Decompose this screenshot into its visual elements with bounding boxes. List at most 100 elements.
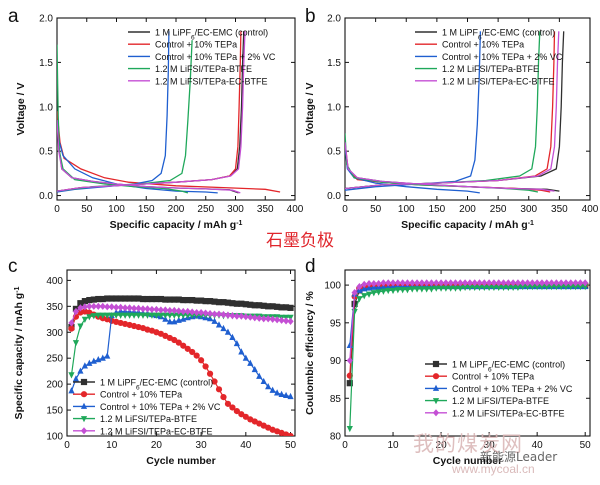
figure-caption: 石墨负极	[266, 231, 334, 251]
y-tick-label: 1.5	[327, 58, 341, 69]
x-tick-label: 30	[484, 440, 496, 451]
series-line-discharge	[57, 44, 189, 194]
data-point	[442, 285, 449, 292]
data-point	[99, 354, 106, 361]
data-point	[175, 296, 182, 303]
legend-marker	[432, 409, 440, 417]
data-point	[524, 279, 531, 287]
data-point	[206, 370, 214, 377]
data-point	[510, 284, 517, 292]
data-point	[117, 295, 124, 302]
data-point	[135, 295, 142, 302]
data-point	[238, 348, 245, 355]
y-tick-label: 1.0	[39, 102, 53, 113]
x-tick-label: 200	[168, 204, 185, 215]
data-point	[193, 308, 200, 317]
data-point	[461, 279, 469, 287]
data-point	[514, 279, 522, 287]
legend-entry: 1 M LiPF6/EC-EMC (control)	[452, 360, 565, 374]
x-tick-label: 10	[106, 440, 118, 451]
legend-entry: Control + 10% TEPa	[442, 40, 524, 50]
data-point	[229, 404, 236, 411]
data-point	[365, 291, 373, 298]
data-point	[287, 392, 294, 400]
data-point	[399, 287, 406, 294]
y-tick-label: 200	[46, 380, 63, 391]
x-tick-label: 50	[81, 204, 93, 215]
x-tick-label: 400	[582, 204, 599, 215]
data-point	[457, 285, 464, 292]
x-tick-label: 350	[551, 204, 568, 215]
data-point	[437, 279, 445, 287]
data-point	[519, 279, 526, 287]
data-point	[86, 359, 93, 366]
data-point	[175, 316, 182, 323]
x-tick-label: 50	[580, 440, 592, 451]
series-line-charge	[57, 31, 246, 192]
data-point	[442, 279, 449, 287]
data-point	[198, 357, 205, 364]
series-line-discharge	[57, 120, 241, 194]
data-point	[534, 284, 541, 291]
data-point	[452, 285, 459, 292]
data-point	[233, 408, 240, 415]
data-point	[175, 339, 182, 346]
panel-d: d 0 10 20 30 40 50 80 85 90 95 100 Cycle number Coulo…	[304, 256, 591, 467]
data-point	[68, 387, 75, 394]
data-point	[104, 295, 111, 302]
data-point	[356, 283, 363, 291]
series-line-charge	[345, 31, 560, 190]
data-point	[233, 339, 240, 347]
x-axis-label: Cycle number	[433, 455, 502, 467]
data-point	[202, 363, 209, 370]
series-line-discharge	[345, 146, 560, 192]
data-point	[122, 304, 129, 312]
legend-entry: 1.2 M LiFSI/TEPa-BTFE	[100, 414, 197, 424]
data-point	[233, 300, 240, 307]
legend-entry: 1.2 M LiFSI/TEPa-EC-BTFE	[452, 408, 565, 418]
panel-b: b 0 50 100 150 200 250 300 350 400 0.0 0.5 1.0 1.5 2.0…	[304, 6, 599, 231]
data-point	[380, 288, 387, 295]
panel-letter: b	[305, 6, 316, 27]
x-tick-label: 0	[54, 204, 60, 215]
data-point	[68, 372, 75, 379]
y-tick-label: 250	[46, 354, 63, 365]
data-point	[108, 312, 115, 319]
data-point	[582, 284, 589, 291]
data-point	[466, 279, 474, 287]
data-point	[428, 286, 435, 293]
data-point	[72, 340, 80, 347]
data-point	[394, 287, 401, 294]
data-point	[220, 299, 227, 306]
data-point	[189, 296, 196, 304]
data-point	[242, 301, 249, 308]
x-tick-label: 40	[532, 440, 544, 451]
data-point	[108, 303, 115, 311]
series-line	[349, 286, 586, 429]
data-point	[171, 306, 178, 315]
legend-entry: Control + 10% TEPa	[100, 390, 182, 400]
data-point	[490, 279, 498, 287]
data-point	[351, 289, 358, 297]
x-axis-label: Cycle number	[146, 455, 215, 467]
plot-area	[345, 31, 565, 194]
data-point	[505, 284, 512, 292]
data-point	[418, 286, 425, 293]
data-point	[148, 305, 156, 314]
data-point	[157, 295, 164, 303]
plot-area	[68, 295, 294, 436]
y-tick-label: 0.0	[327, 191, 341, 202]
data-point	[90, 302, 97, 310]
series-line	[349, 282, 586, 361]
data-point	[247, 301, 254, 308]
data-point	[180, 312, 187, 319]
data-point	[519, 284, 526, 291]
data-point	[538, 284, 546, 291]
data-point	[495, 279, 502, 287]
data-point	[505, 279, 512, 287]
data-point	[495, 284, 502, 292]
data-point	[385, 279, 392, 287]
x-axis-label: Specific capacity / mAh g-1	[401, 219, 534, 231]
data-point	[346, 356, 353, 365]
x-tick-label: 20	[151, 440, 163, 451]
